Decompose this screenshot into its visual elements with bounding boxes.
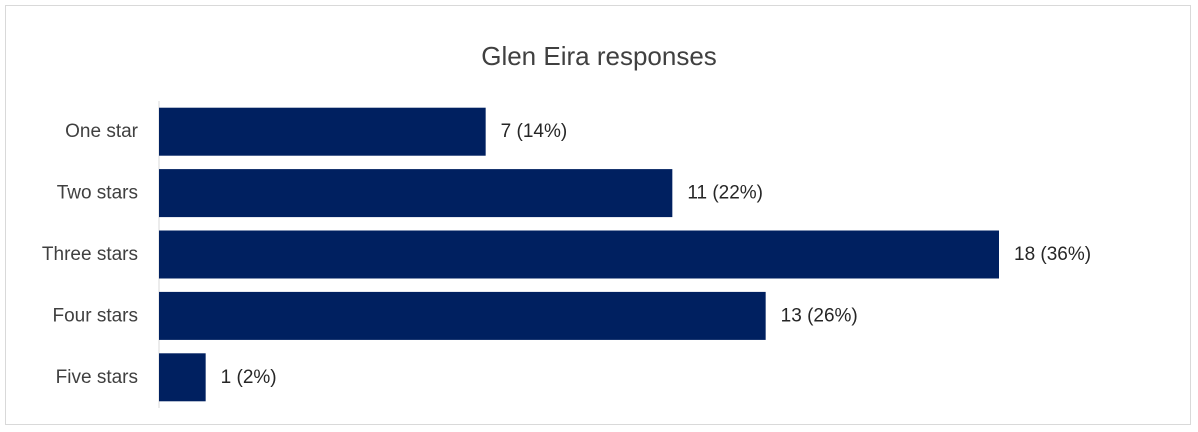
chart-title: Glen Eira responses [481, 41, 717, 71]
category-label: Two stars [57, 183, 138, 204]
data-label: 7 (14%) [501, 121, 568, 142]
category-label: One star [65, 121, 139, 142]
bar [159, 353, 206, 402]
data-label: 13 (26%) [781, 305, 858, 326]
bar [159, 169, 673, 218]
category-label: Five stars [56, 367, 138, 388]
bar-chart: One star 7 (14%) Two stars 11 (22%) Three st… [42, 101, 1091, 408]
data-label: 18 (36%) [1014, 244, 1091, 265]
bar [159, 230, 999, 279]
chart-frame: Glen Eira responses One star 7 (14%) Two s… [5, 5, 1191, 425]
category-label: Four stars [52, 305, 138, 326]
bar [159, 291, 766, 340]
data-label: 11 (22%) [687, 183, 763, 204]
bar [159, 107, 486, 156]
category-label: Three stars [42, 244, 138, 265]
bars-layer: One star 7 (14%) Two stars 11 (22%) Three st… [42, 101, 1091, 408]
data-label: 1 (2%) [221, 367, 277, 388]
